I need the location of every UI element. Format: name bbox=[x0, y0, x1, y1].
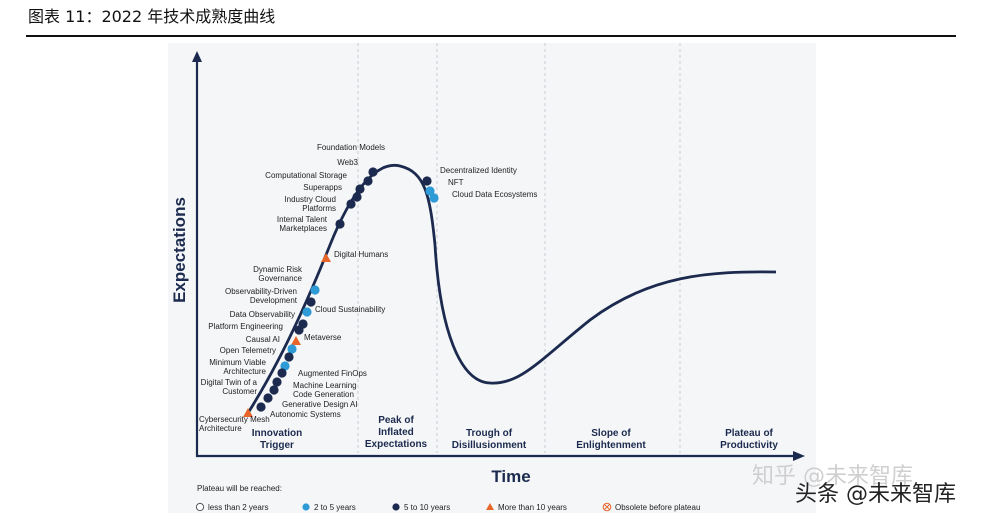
point-observability-driven-development bbox=[306, 297, 316, 307]
label-cloud-data-ecosystems: Cloud Data Ecosystems bbox=[452, 190, 537, 199]
phase-label-2: Expectations bbox=[365, 439, 428, 450]
legend-marker-2-to-5-years bbox=[302, 503, 310, 511]
legend-title: Plateau will be reached: bbox=[197, 484, 282, 493]
point-digital-humans bbox=[321, 253, 331, 262]
caption-rule bbox=[26, 35, 956, 37]
point-industry-cloud-platforms bbox=[346, 199, 356, 209]
label-autonomic-systems: Autonomic Systems bbox=[270, 410, 341, 419]
point-machine-learning-code-generation bbox=[269, 385, 279, 395]
legend-marker-obsolete-before-plateau bbox=[602, 502, 612, 512]
watermark-zhihu: 知乎 @未来智库 bbox=[752, 464, 913, 489]
point-generative-design-ai bbox=[263, 393, 273, 403]
point-nft bbox=[425, 186, 435, 196]
label-web3: Web3 bbox=[337, 158, 358, 167]
label-minimum-viable-architecture: Minimum Viable bbox=[209, 358, 266, 367]
y-axis-arrow bbox=[192, 51, 202, 62]
label-industry-cloud-platforms: Platforms bbox=[302, 204, 336, 213]
legend-label-obsolete-before-plateau: Obsolete before plateau bbox=[615, 503, 700, 512]
watermark-toutiao: 头条 @未来智库 bbox=[795, 482, 956, 507]
label-dynamic-risk-governance: Dynamic Risk bbox=[253, 265, 303, 274]
point-cloud-sustainability bbox=[302, 307, 312, 317]
y-axis-label: Expectations bbox=[170, 197, 189, 303]
point-internal-talent-marketplaces bbox=[335, 219, 345, 229]
report-caption: 图表 11：2022 年技术成熟度曲线 bbox=[28, 7, 276, 26]
point-minimum-viable-architecture bbox=[280, 361, 290, 371]
label-computational-storage: Computational Storage bbox=[265, 171, 347, 180]
point-open-telemetry bbox=[284, 352, 294, 362]
point-computational-storage bbox=[355, 184, 365, 194]
phase-label-2: Peak of bbox=[378, 415, 414, 426]
label-machine-learning-code-generation: Code Generation bbox=[293, 390, 354, 399]
label-digital-twin-of-a-customer: Customer bbox=[222, 387, 257, 396]
technology-points: Foundation Models Web3 Computational Stora… bbox=[199, 143, 537, 433]
label-dynamic-risk-governance: Governance bbox=[258, 274, 302, 283]
label-foundation-models: Foundation Models bbox=[317, 143, 385, 152]
label-open-telemetry: Open Telemetry bbox=[220, 346, 276, 355]
point-autonomic-systems bbox=[256, 402, 266, 412]
label-internal-talent-marketplaces: Marketplaces bbox=[279, 224, 327, 233]
point-digital-twin-of-a-customer bbox=[272, 377, 282, 387]
label-causal-ai: Causal AI bbox=[246, 335, 280, 344]
point-platform-engineering bbox=[294, 325, 304, 335]
legend-label-5-to-10-years: 5 to 10 years bbox=[404, 503, 450, 512]
phase-label-5: Plateau of bbox=[725, 428, 773, 439]
label-industry-cloud-platforms: Industry Cloud bbox=[284, 195, 336, 204]
label-generative-design-ai: Generative Design AI bbox=[282, 400, 358, 409]
label-data-observability: Data Observability bbox=[230, 310, 295, 319]
legend-label-2-to-5-years: 2 to 5 years bbox=[314, 503, 356, 512]
label-decentralized-identity: Decentralized Identity bbox=[440, 166, 517, 175]
label-platform-engineering: Platform Engineering bbox=[208, 322, 283, 331]
legend-label-less-than-2-years: less than 2 years bbox=[208, 503, 268, 512]
label-cybersecurity-mesh-architecture: Cybersecurity Mesh bbox=[199, 415, 270, 424]
phase-label-2: Inflated bbox=[378, 427, 414, 438]
label-digital-twin-of-a-customer: Digital Twin of a bbox=[201, 378, 258, 387]
point-decentralized-identity bbox=[422, 176, 432, 186]
label-machine-learning-code-generation: Machine Learning bbox=[293, 381, 357, 390]
phase-label-5: Productivity bbox=[720, 440, 778, 451]
label-augmented-finops: Augmented FinOps bbox=[298, 369, 367, 378]
point-augmented-finops bbox=[277, 368, 287, 378]
point-metaverse bbox=[291, 336, 301, 345]
label-cybersecurity-mesh-architecture: Architecture bbox=[199, 424, 242, 433]
y-axis bbox=[195, 60, 795, 458]
label-minimum-viable-architecture: Architecture bbox=[223, 367, 266, 376]
phase-label-4: Enlightenment bbox=[576, 440, 646, 451]
point-cybersecurity-mesh-architecture bbox=[243, 408, 253, 417]
phase-label-3: Trough of bbox=[466, 428, 513, 439]
point-foundation-models bbox=[368, 167, 378, 177]
legend-marker-more-than-10-years bbox=[486, 503, 494, 510]
label-cloud-sustainability: Cloud Sustainability bbox=[315, 305, 385, 314]
legend-marker-5-to-10-years bbox=[392, 503, 400, 511]
chart-panel bbox=[168, 43, 816, 513]
phase-dividers bbox=[357, 43, 681, 453]
phase-label-1: Innovation bbox=[252, 428, 303, 439]
label-internal-talent-marketplaces: Internal Talent bbox=[277, 215, 328, 224]
point-web3 bbox=[363, 176, 373, 186]
label-superapps: Superapps bbox=[303, 183, 342, 192]
point-superapps bbox=[352, 192, 362, 202]
legend-marker-less-than-2-years bbox=[195, 502, 205, 512]
label-observability-driven-development: Observability-Driven bbox=[225, 287, 297, 296]
phase-label-1: Trigger bbox=[260, 440, 294, 451]
label-digital-humans: Digital Humans bbox=[334, 250, 388, 259]
legend: Plateau will be reached: less than 2 year… bbox=[195, 484, 700, 512]
hype-curve bbox=[246, 163, 777, 414]
point-cloud-data-ecosystems bbox=[429, 193, 439, 203]
phase-label-3: Disillusionment bbox=[452, 440, 527, 451]
label-metaverse: Metaverse bbox=[304, 333, 342, 342]
x-axis-arrow bbox=[793, 451, 805, 461]
point-causal-ai bbox=[287, 344, 297, 354]
label-observability-driven-development: Development bbox=[250, 296, 298, 305]
phase-label-4: Slope of bbox=[591, 428, 631, 439]
label-nft: NFT bbox=[448, 178, 464, 187]
legend-label-more-than-10-years: More than 10 years bbox=[498, 503, 567, 512]
point-dynamic-risk-governance bbox=[310, 285, 320, 295]
x-axis-label: Time bbox=[491, 467, 530, 486]
